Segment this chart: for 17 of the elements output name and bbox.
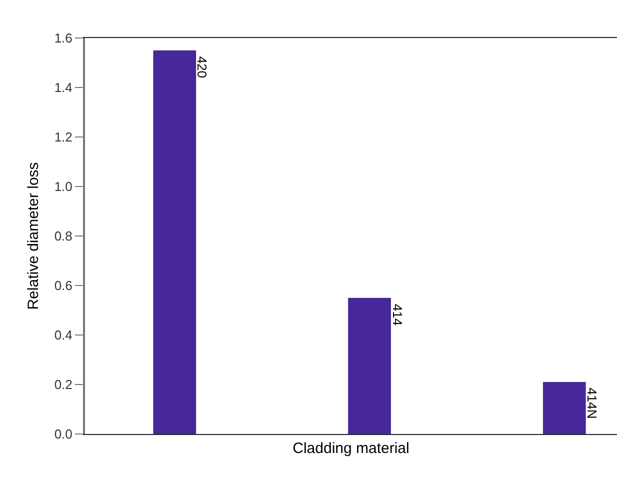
x-tick-label: 414 (390, 304, 405, 326)
y-tick-label: 1.6 (54, 30, 72, 46)
y-tick-label: 0.0 (54, 426, 72, 442)
bar (153, 50, 196, 434)
y-tick-label: 1.4 (54, 80, 72, 96)
y-tick-label: 0.4 (54, 328, 72, 343)
y-tick-label: 0.8 (54, 228, 72, 244)
x-tick-label: 420 (194, 56, 210, 78)
x-axis-title: Cladding material (292, 440, 410, 457)
y-axis-title: Relative diameter loss (25, 162, 42, 310)
bar (348, 298, 391, 434)
x-tick-label: 414N (584, 388, 600, 419)
y-tick-label: 0.2 (54, 377, 72, 392)
bar (542, 382, 586, 434)
y-tick-label: 1.0 (54, 179, 72, 194)
y-tick-label: 1.2 (54, 130, 72, 145)
y-tick-label: 0.6 (54, 278, 72, 294)
